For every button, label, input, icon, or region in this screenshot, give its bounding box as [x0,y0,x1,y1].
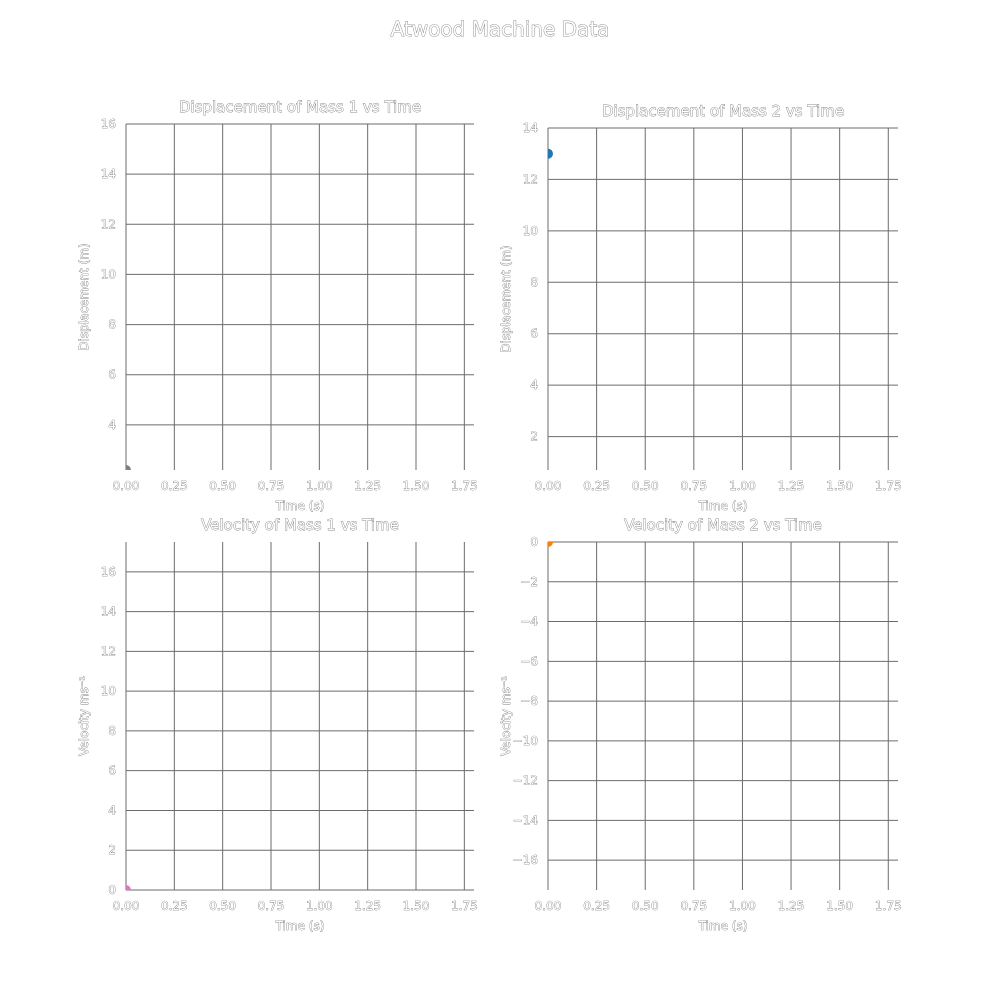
x-tick-label: 1.00 [306,899,333,913]
x-tick-label: 0.50 [632,899,659,913]
y-tick-label: 4 [530,378,538,392]
x-tick-label: 1.75 [451,479,478,493]
x-tick-label: 0.50 [632,479,659,493]
y-tick-label: 14 [101,167,116,181]
subplot-velocity-mass-2: Velocity of Mass 2 vs Time Time (s) Velo… [499,516,902,934]
y-tick-label: 8 [108,724,116,738]
y-axis-label: Displacement (m) [77,243,91,350]
y-tick-label: −2 [520,575,538,589]
x-tick-label: 0.75 [680,479,707,493]
x-tick-label: 1.25 [354,899,381,913]
y-tick-label: 0 [108,883,116,897]
subplot-title: Displacement of Mass 1 vs Time [179,98,421,116]
y-tick-label: 16 [101,565,116,579]
x-tick-label: 1.75 [451,899,478,913]
y-tick-label: 2 [530,430,538,444]
x-tick-label: 1.00 [729,479,756,493]
x-tick-label: 0.00 [113,479,140,493]
x-tick-label: 1.00 [729,899,756,913]
data-points [126,885,131,890]
x-axis-label: Time (s) [275,499,325,513]
data-points [548,148,553,159]
subplot-displacement-mass-2: Displacement of Mass 2 vs Time Time (s) … [499,102,902,514]
x-tick-label: 1.50 [826,899,853,913]
x-tick-label: 0.50 [209,899,236,913]
x-tick-label: 0.75 [258,899,285,913]
y-tick-label: 4 [108,418,116,432]
y-tick-label: 8 [108,318,116,332]
data-points [548,542,553,547]
y-tick-label: 12 [101,644,116,658]
y-axis-label: Velocity ms⁻¹ [499,676,513,756]
x-axis-label: Time (s) [275,919,325,933]
y-axis-label: Displacement (m) [499,245,513,352]
y-tick-label: 10 [523,224,538,238]
x-tick-label: 0.75 [258,479,285,493]
data-point [548,148,553,159]
y-tick-label: 14 [523,121,538,135]
x-tick-label: 1.50 [403,479,430,493]
x-tick-label: 1.75 [875,479,902,493]
subplot-title: Velocity of Mass 2 vs Time [624,516,822,534]
y-tick-label: 6 [108,368,116,382]
x-tick-label: 0.25 [583,899,610,913]
x-tick-label: 1.25 [778,899,805,913]
gridlines [125,123,474,470]
x-tick-label: 0.25 [583,479,610,493]
x-tick-label: 0.25 [161,899,188,913]
figure-title: Atwood Machine Data [391,17,610,41]
x-tick-label: 0.00 [113,899,140,913]
y-tick-label: −14 [513,813,538,827]
gridlines [547,541,898,890]
y-tick-label: −6 [520,654,538,668]
x-tick-label: 0.75 [680,899,707,913]
y-axis-label: Velocity ms⁻¹ [77,676,91,756]
subplot-title: Velocity of Mass 1 vs Time [201,516,399,534]
y-tick-label: 14 [101,605,116,619]
y-tick-label: 12 [101,217,116,231]
y-tick-label: 10 [101,267,116,281]
y-tick-label: 10 [101,684,116,698]
x-tick-label: 0.00 [535,899,562,913]
x-tick-label: 1.50 [403,899,430,913]
x-tick-label: 1.25 [778,479,805,493]
subplot-title: Displacement of Mass 2 vs Time [602,102,844,120]
y-tick-label: 6 [530,327,538,341]
y-tick-label: 4 [108,803,116,817]
y-tick-label: 16 [101,117,116,131]
data-points [126,465,131,470]
subplot-displacement-mass-1: Displacement of Mass 1 vs Time Time (s) … [77,98,478,514]
data-point [126,465,131,470]
gridlines [547,127,898,470]
y-tick-label: −12 [513,774,538,788]
y-tick-label: 8 [530,275,538,289]
x-tick-label: 1.00 [306,479,333,493]
y-tick-label: −4 [520,615,538,629]
gridlines [125,542,474,891]
subplot-velocity-mass-1: Velocity of Mass 1 vs Time Time (s) Velo… [77,516,478,934]
data-point [548,542,553,547]
y-tick-label: −16 [513,853,538,867]
x-tick-label: 1.50 [826,479,853,493]
x-tick-label: 0.25 [161,479,188,493]
x-tick-label: 0.00 [535,479,562,493]
y-tick-label: 12 [523,172,538,186]
y-tick-label: −10 [513,734,538,748]
y-tick-label: 0 [530,535,538,549]
data-point [126,885,131,890]
x-axis-label: Time (s) [698,499,748,513]
x-axis-label: Time (s) [698,919,748,933]
x-tick-label: 0.50 [209,479,236,493]
y-tick-label: 6 [108,764,116,778]
y-tick-label: 2 [108,843,116,857]
x-tick-label: 1.75 [875,899,902,913]
x-tick-label: 1.25 [354,479,381,493]
y-tick-label: −8 [520,694,538,708]
